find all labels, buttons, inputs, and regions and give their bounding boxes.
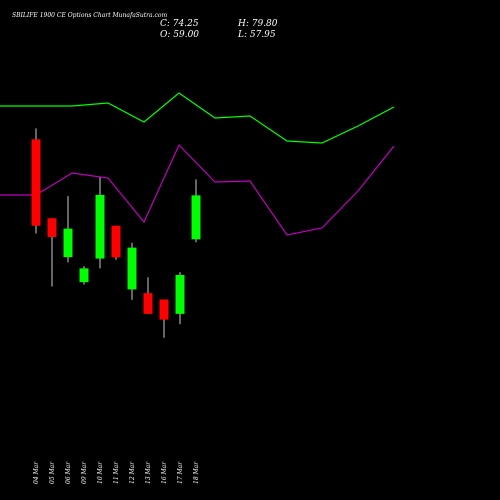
indicator-line-2 xyxy=(0,143,395,236)
date-label: 11 Mar xyxy=(113,461,120,484)
low-value: L: 57.95 xyxy=(237,30,276,40)
date-label: 10 Mar xyxy=(97,461,104,484)
date-label: 04 Mar xyxy=(33,461,40,484)
chart-title: SBILIFE 1900 CE Options Chart MunafaSutr… xyxy=(12,12,167,19)
candle xyxy=(111,225,121,260)
candle-body xyxy=(175,274,185,314)
candle-body xyxy=(127,247,137,290)
candle-body xyxy=(143,293,153,314)
candle xyxy=(143,277,153,314)
candle xyxy=(191,179,201,243)
indicator-line-1 xyxy=(0,92,395,144)
date-label: 12 Mar xyxy=(129,461,136,484)
candles xyxy=(31,128,201,338)
candle-body xyxy=(95,194,105,259)
date-label: 09 Mar xyxy=(81,461,88,484)
date-label: 13 Mar xyxy=(145,461,152,484)
candle xyxy=(175,272,185,325)
candle-body xyxy=(191,195,201,240)
candle xyxy=(79,266,89,285)
date-label: 16 Mar xyxy=(161,461,168,484)
open-value: O: 59.00 xyxy=(160,30,199,40)
candle-body xyxy=(31,139,41,226)
candle xyxy=(127,242,137,300)
candle xyxy=(63,196,73,263)
date-label: 05 Mar xyxy=(49,461,56,484)
candle-body xyxy=(63,228,73,258)
indicator-lines xyxy=(0,92,395,236)
date-labels: 04 Mar 05 Mar 06 Mar 09 Mar 10 Mar 11 Mar 12 M… xyxy=(33,461,200,484)
candle-body xyxy=(159,299,169,320)
candle-body xyxy=(47,218,57,237)
date-label: 17 Mar xyxy=(177,461,184,484)
candle xyxy=(31,128,41,234)
close-value: C: 74.25 xyxy=(160,19,199,29)
candle xyxy=(159,299,169,338)
candle xyxy=(47,218,57,287)
high-value: H: 79.80 xyxy=(237,19,278,29)
date-label: 18 Mar xyxy=(193,461,200,484)
candle-body xyxy=(111,225,121,258)
candle xyxy=(95,177,105,269)
date-label: 06 Mar xyxy=(65,461,72,484)
candle-body xyxy=(79,268,89,283)
